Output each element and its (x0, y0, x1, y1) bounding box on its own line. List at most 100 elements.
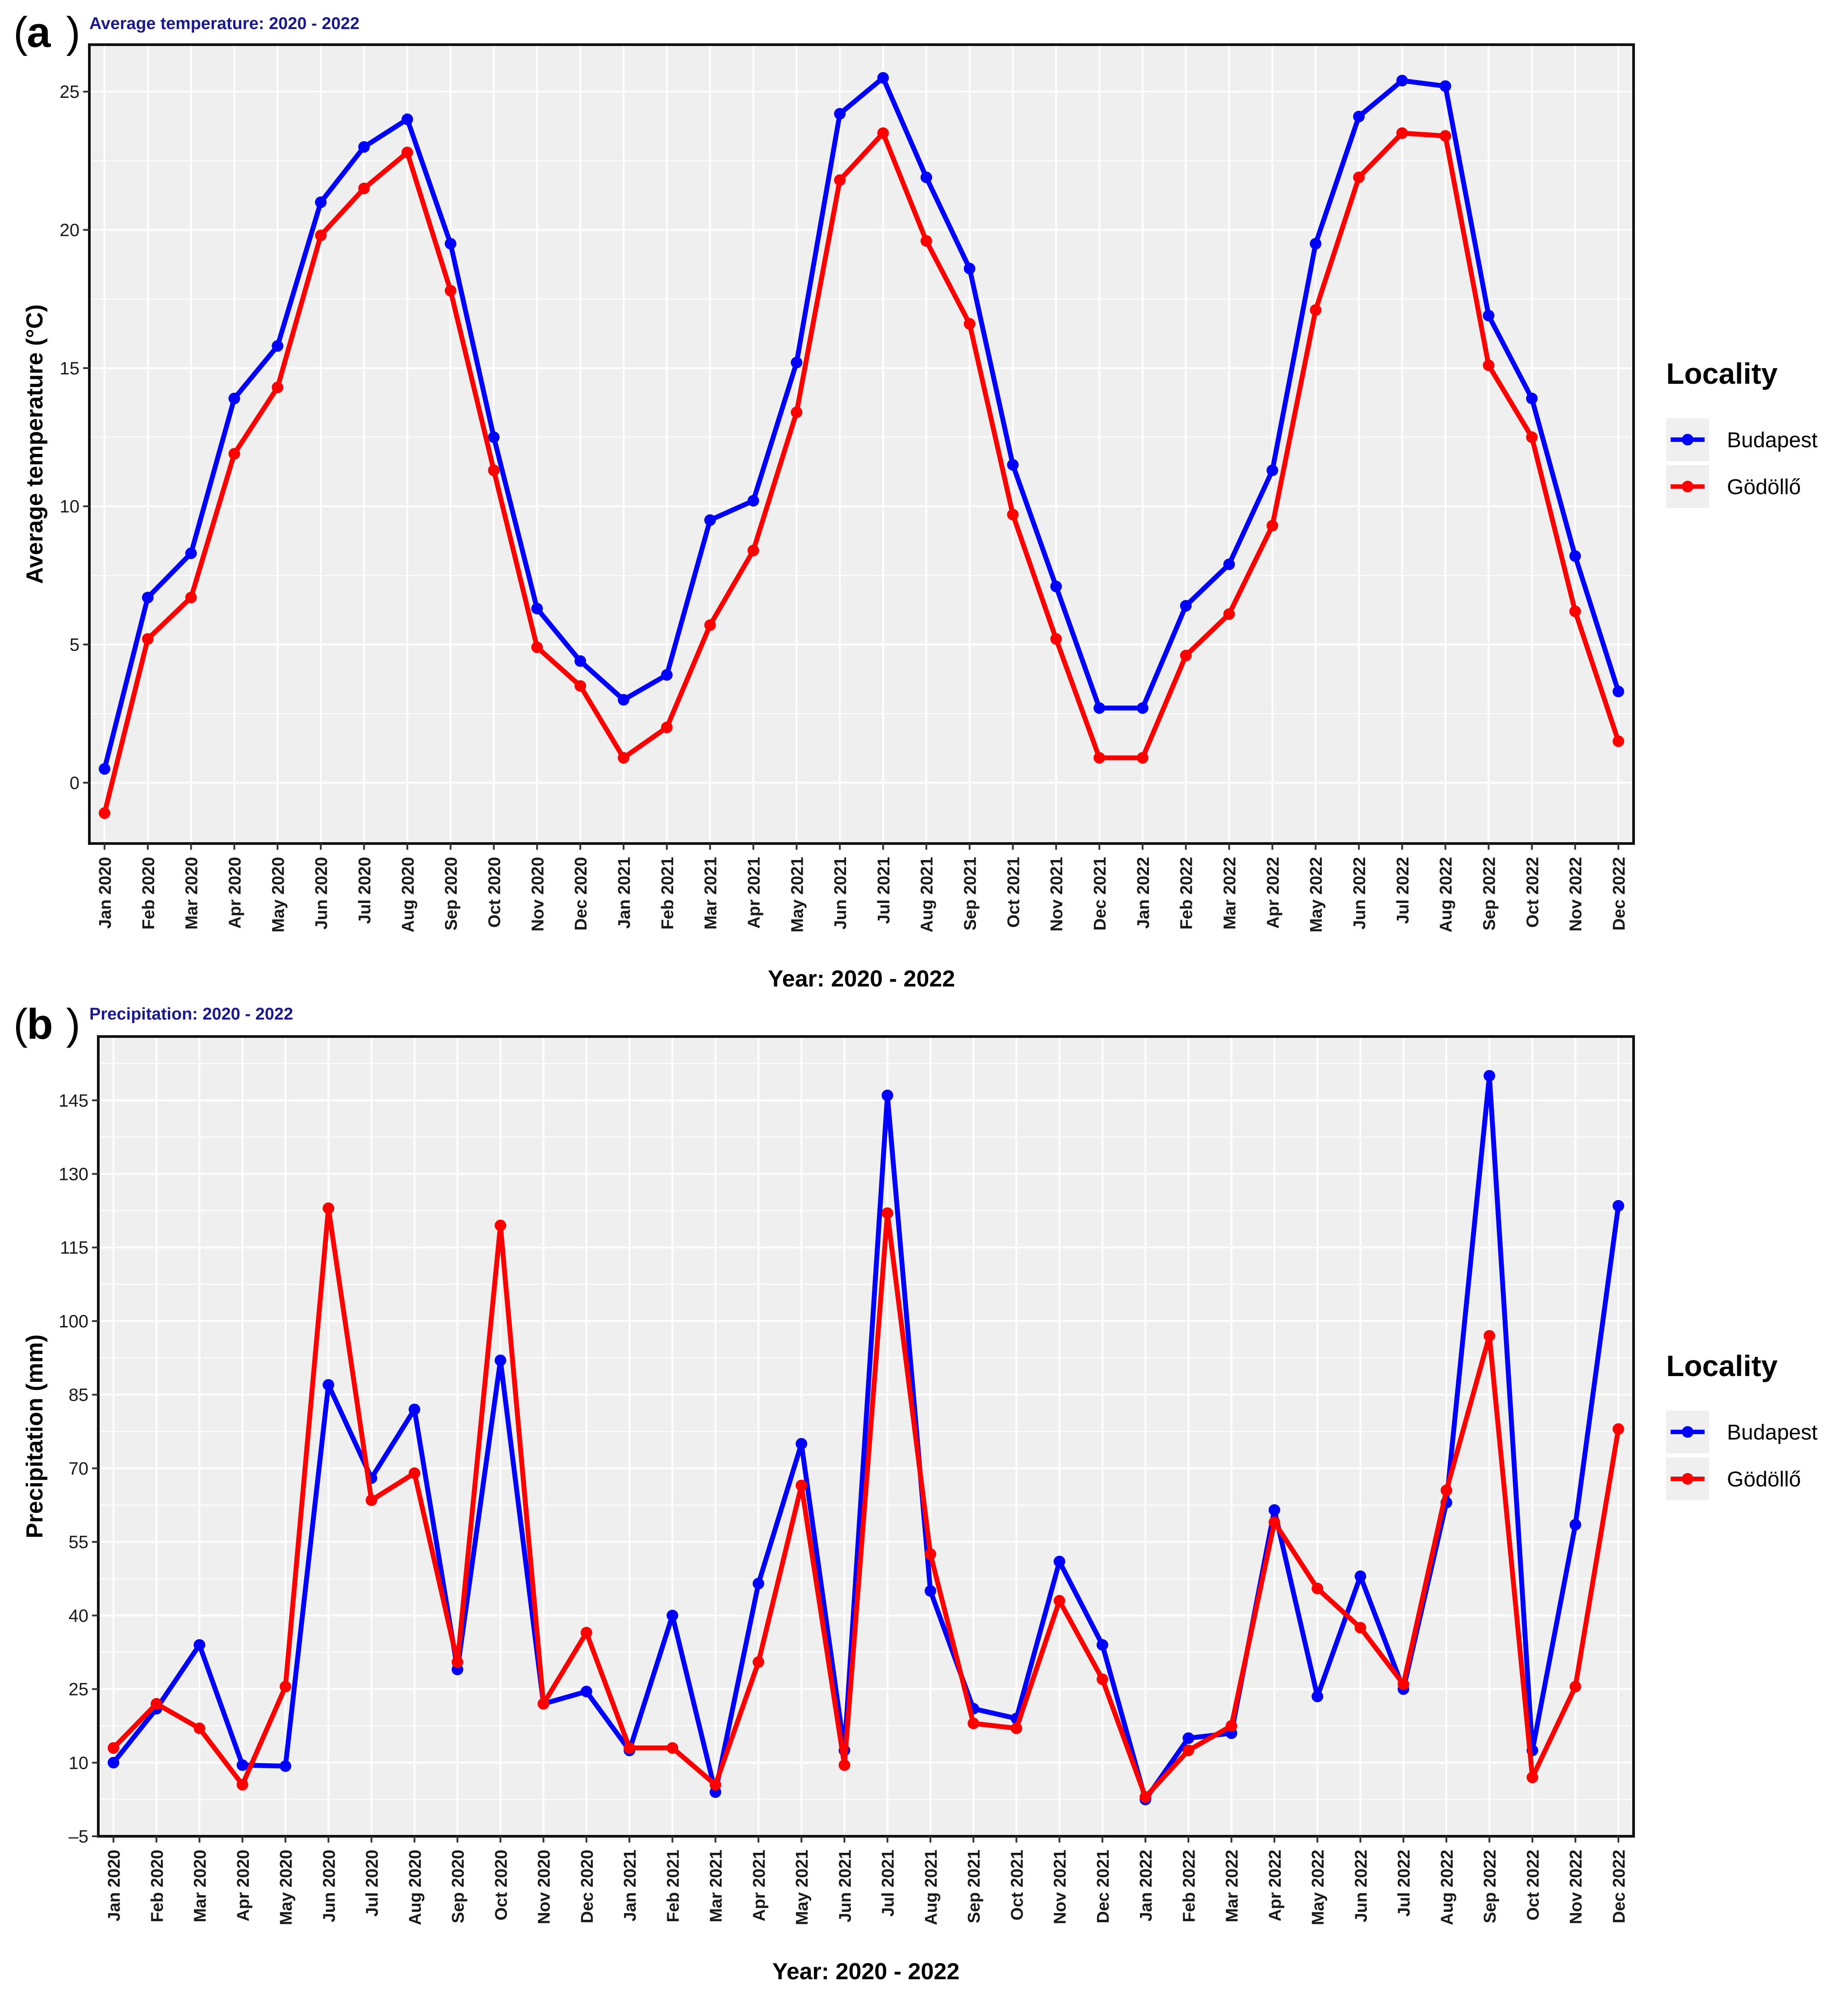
point-budapest-feb-2020 (142, 592, 154, 604)
temperature-panel: (a) Average temperature: 2020 - 2022 0 5 10 1… (13, 8, 1818, 992)
point-budapest-apr-2020 (236, 1759, 248, 1771)
x-axis-title: Year: 2020 - 2022 (772, 1959, 960, 1985)
series-line-godollo (111, 1205, 1621, 1800)
x-tick-label: Oct 2021 (1008, 1850, 1027, 1920)
legend-label-godollo: Gödöllő (1727, 1468, 1801, 1491)
point-budapest-dec-2020 (580, 1686, 592, 1698)
point-godollo-dec-2020 (574, 680, 587, 692)
x-tick-label: Feb 2022 (1178, 857, 1196, 930)
point-godollo-feb-2020 (142, 633, 154, 645)
y-tick-label: 85 (69, 1385, 89, 1405)
point-godollo-mar-2021 (709, 1779, 721, 1791)
x-tick-label: Apr 2020 (226, 857, 244, 929)
point-godollo-sep-2022 (1483, 1330, 1496, 1342)
point-budapest-aug-2020 (408, 1403, 420, 1415)
point-budapest-oct-2022 (1526, 392, 1538, 404)
point-budapest-jul-2021 (877, 72, 889, 84)
point-budapest-jul-2020 (358, 141, 370, 153)
point-budapest-nov-2022 (1569, 1519, 1581, 1531)
x-tick-label: Mar 2022 (1221, 857, 1240, 930)
x-tick-label: Jan 2020 (96, 857, 115, 929)
point-godollo-nov-2020 (537, 1698, 549, 1710)
plot-background (89, 45, 1634, 844)
legend-key-point-budapest (1682, 1426, 1693, 1438)
point-godollo-aug-2022 (1439, 130, 1451, 142)
y-tick-label: 40 (69, 1606, 89, 1626)
point-budapest-aug-2021 (920, 171, 932, 183)
point-godollo-jul-2020 (358, 182, 370, 194)
point-budapest-jun-2020 (315, 196, 327, 208)
x-tick-label: Sep 2020 (449, 1850, 468, 1923)
panel-letter: b (27, 1000, 53, 1048)
point-budapest-nov-2022 (1569, 550, 1581, 562)
x-tick-label: Dec 2021 (1094, 1850, 1113, 1923)
point-budapest-aug-2022 (1439, 80, 1451, 92)
x-tick-label: Mar 2020 (183, 857, 201, 930)
x-tick-label: Dec 2020 (578, 1850, 597, 1923)
x-tick-label: Dec 2022 (1610, 1850, 1629, 1923)
point-budapest-jan-2022 (1136, 702, 1148, 714)
point-godollo-jan-2021 (617, 752, 629, 764)
point-budapest-oct-2021 (1007, 459, 1019, 471)
point-budapest-oct-2020 (494, 1354, 507, 1366)
x-tick-label: Aug 2021 (922, 1850, 941, 1925)
x-tick-label: Oct 2020 (492, 1850, 511, 1920)
point-budapest-may-2020 (280, 1760, 292, 1772)
x-tick-label: Jan 2022 (1137, 1850, 1156, 1922)
point-godollo-mar-2020 (193, 1722, 205, 1734)
point-godollo-jan-2022 (1136, 752, 1148, 764)
point-budapest-apr-2020 (228, 392, 240, 404)
x-tick-label: Jul 2022 (1394, 857, 1412, 924)
y-tick-label: 5 (70, 635, 80, 655)
point-godollo-jun-2020 (315, 229, 327, 241)
x-tick-label: May 2021 (793, 1850, 812, 1925)
point-godollo-aug-2022 (1440, 1484, 1452, 1496)
point-budapest-sep-2022 (1483, 1070, 1496, 1082)
x-tick-label: Feb 2021 (664, 1850, 683, 1922)
point-godollo-feb-2021 (661, 722, 673, 734)
x-tick-label: Oct 2022 (1524, 1850, 1542, 1920)
panel-paren-open: ( (13, 8, 28, 56)
point-budapest-aug-2021 (924, 1585, 936, 1597)
point-godollo-feb-2021 (666, 1742, 679, 1754)
y-tick-label: –5 (69, 1827, 89, 1847)
legend-key-point-budapest (1682, 434, 1693, 445)
x-tick-label: Jun 2022 (1350, 857, 1369, 930)
point-budapest-oct-2020 (488, 431, 500, 443)
plot-frame (97, 1035, 1635, 1838)
point-budapest-feb-2022 (1182, 1732, 1194, 1744)
point-godollo-jul-2021 (877, 127, 889, 139)
x-axis-title: Year: 2020 - 2022 (768, 966, 955, 992)
point-godollo-feb-2022 (1182, 1744, 1194, 1756)
point-godollo-jan-2020 (108, 1742, 119, 1754)
point-godollo-jan-2022 (1140, 1791, 1152, 1803)
point-godollo-apr-2020 (236, 1779, 248, 1791)
x-tick-label: Jun 2020 (320, 1850, 339, 1922)
point-budapest-apr-2021 (752, 1578, 764, 1590)
point-godollo-dec-2021 (1096, 1673, 1108, 1685)
x-tick-label: Oct 2021 (1004, 857, 1023, 928)
point-godollo-jan-2021 (624, 1742, 636, 1754)
point-godollo-sep-2021 (964, 318, 976, 330)
x-tick-label: Apr 2021 (750, 1850, 769, 1922)
x-tick-label: Apr 2022 (1264, 857, 1282, 929)
point-godollo-feb-2020 (151, 1698, 163, 1710)
x-tick-label: Aug 2022 (1437, 857, 1456, 932)
point-godollo-apr-2020 (228, 448, 240, 460)
x-tick-label: May 2020 (269, 857, 288, 932)
x-tick-label: Mar 2021 (707, 1850, 726, 1922)
point-godollo-jul-2021 (881, 1207, 893, 1219)
x-tick-label: Sep 2021 (965, 1850, 984, 1923)
x-tick-label: Apr 2022 (1266, 1850, 1285, 1922)
point-godollo-mar-2022 (1225, 1720, 1237, 1732)
point-godollo-nov-2021 (1050, 633, 1062, 645)
point-budapest-dec-2022 (1613, 685, 1624, 697)
series-line-godollo (102, 130, 1621, 816)
point-godollo-jun-2020 (323, 1202, 335, 1214)
point-godollo-oct-2020 (488, 464, 500, 476)
x-tick-label: Jul 2020 (363, 1850, 382, 1917)
y-tick-label: 0 (70, 773, 80, 793)
point-budapest-nov-2020 (531, 603, 543, 615)
point-godollo-sep-2020 (444, 285, 457, 297)
x-tick-label: May 2022 (1307, 857, 1326, 932)
